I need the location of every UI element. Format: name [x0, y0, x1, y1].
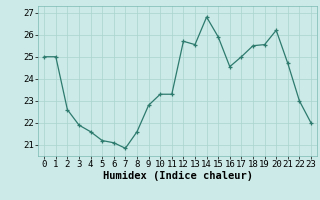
X-axis label: Humidex (Indice chaleur): Humidex (Indice chaleur)	[103, 171, 252, 181]
